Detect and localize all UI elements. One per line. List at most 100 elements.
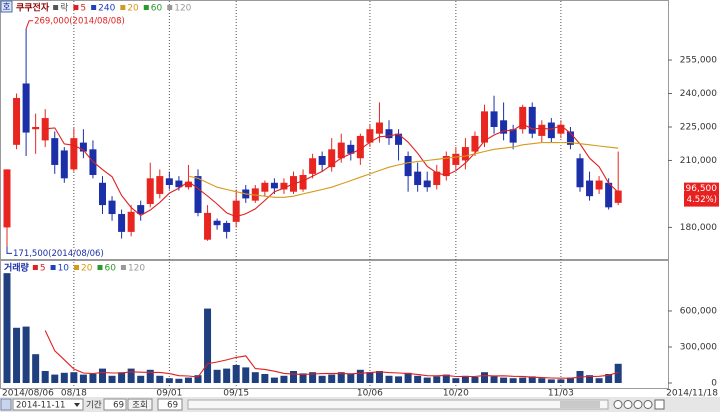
volume-bar [41,370,49,383]
volume-bar [500,377,508,383]
period-box[interactable] [103,398,127,411]
volume-bar [51,374,59,383]
volume-bar [261,373,269,383]
candle-body [79,142,87,152]
volume-bar [452,378,460,383]
candle-body [156,176,164,194]
volume-bar [356,369,364,383]
legend-label: 20 [127,4,139,14]
zoom-out-button[interactable] [613,400,623,409]
y-tick-label: 255,000 [680,56,717,66]
volume-bar [519,377,527,383]
candle-body [395,133,403,145]
candle-body [566,131,574,145]
candle-body [614,190,622,203]
candle-body [270,182,278,189]
volume-bar [347,373,355,383]
candle-body [595,180,603,190]
legend-label: 60 [151,4,163,14]
volume-bar [270,377,278,383]
candle-body [519,106,527,130]
end-date: 2014/11/18 [666,389,718,399]
volume-bar [318,375,326,383]
query-button[interactable] [127,398,153,411]
y-tick-label: 225,000 [680,122,717,132]
toolbar-icon[interactable] [0,398,12,411]
period-value[interactable]: 69 [113,401,124,411]
date-combo[interactable] [12,398,84,411]
icon-box[interactable] [0,0,13,13]
scroll-thumb[interactable] [560,401,600,408]
volume-bar [471,376,479,383]
legend-swatch [53,5,59,10]
legend-label: 5 [40,264,46,274]
x-tick-label: 10/06 [357,389,383,399]
volume-bar [99,368,106,383]
next-button[interactable] [643,400,653,409]
last-price-box [684,182,719,207]
volume-bar [605,373,613,383]
count-value[interactable]: 69 [167,401,178,411]
candle-body [404,156,412,177]
query-label[interactable]: 조회 [132,401,148,411]
candle-body [127,211,135,232]
candle-body [471,135,479,152]
scrollbar[interactable] [187,399,609,410]
candle-body [366,129,374,143]
volume-bar [385,375,393,383]
candle-body [118,214,126,232]
volume-bar [538,378,546,383]
legend-label: 240 [98,4,115,14]
moving-average [45,123,619,218]
y-tick-label: 0 [711,378,717,388]
volume-bar [509,378,517,383]
candle-body [576,158,584,188]
candle-body [433,171,441,186]
candle-body [22,83,30,133]
price-panel-frame [0,0,669,260]
volume-bar [156,375,164,383]
candle-body [165,178,173,186]
candle-body [223,222,231,232]
volume-bar [184,377,192,383]
prev-button[interactable] [633,400,643,409]
volume-bar [60,372,68,383]
volume-bar [566,377,574,383]
volume-average [44,330,619,379]
volume-bar [433,376,441,383]
candle-body [509,129,517,143]
volume-bar [395,376,403,383]
volume-bar [423,377,431,383]
count-box[interactable] [157,398,183,411]
icon-label[interactable]: 호 [3,3,11,13]
legend-swatch [143,5,149,10]
legend-title: 거래량 [4,262,30,274]
volume-bar [251,372,259,383]
x-tick-label: 10/20 [443,389,469,399]
volume-bar [79,374,87,383]
combo-arrow[interactable] [74,403,80,407]
high-pointer [25,20,34,29]
candle-body [423,180,431,188]
legend-label: 120 [174,4,191,14]
toolbar: 2014-11-11 기간 69 조회 69 [0,397,720,412]
legend-swatch [120,5,126,10]
volume-bar [586,375,594,383]
date-text[interactable]: 2014-11-11 [16,401,65,411]
candle-body [375,122,383,134]
y-tick-label: 240,000 [680,89,717,99]
candle-body [60,150,68,179]
candle-body [414,171,422,186]
zoom-in-button[interactable] [623,400,633,409]
candle-body [261,182,269,192]
last-change: ( 4.52%) [681,195,717,205]
settings-button[interactable] [654,399,665,410]
candle-body [481,111,488,143]
candle-body [490,111,498,127]
volume-bar [137,375,145,383]
legend-label: 5 [80,4,86,14]
volume-bar [89,373,97,383]
volume-bar [194,375,202,383]
volume-bar [290,370,297,383]
